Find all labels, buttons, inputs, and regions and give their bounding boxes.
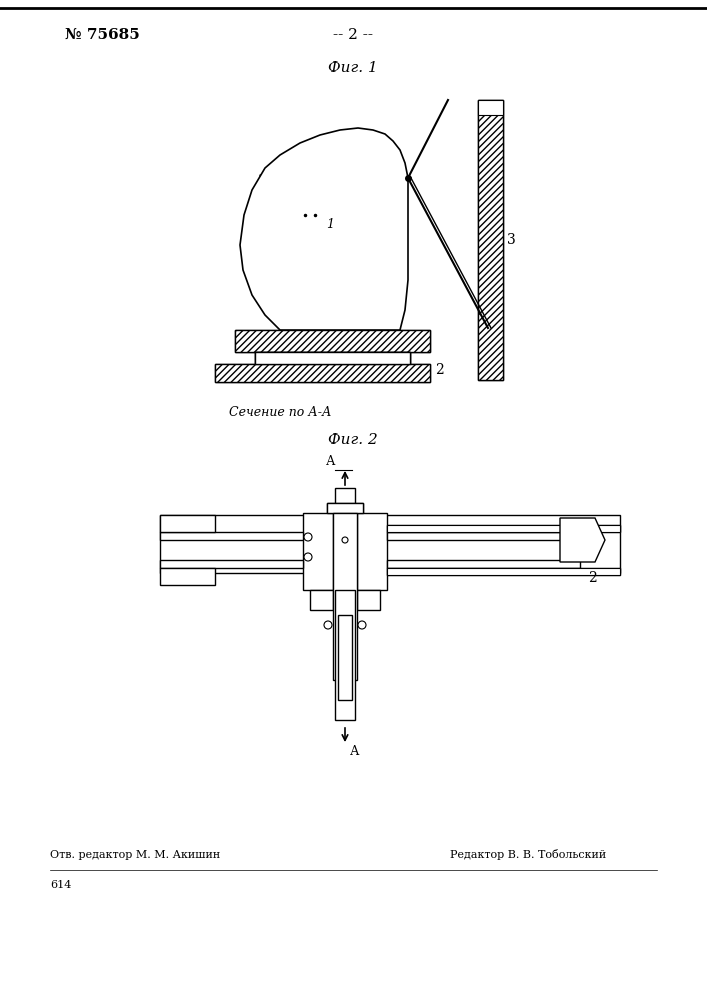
Bar — [333, 513, 357, 680]
Bar — [338, 615, 352, 700]
Polygon shape — [240, 128, 408, 330]
Text: 2: 2 — [588, 571, 597, 585]
Text: Редактор В. В. Тобольский: Редактор В. В. Тобольский — [450, 850, 606, 860]
Bar — [215, 364, 430, 382]
Polygon shape — [310, 590, 333, 610]
Text: 3: 3 — [507, 233, 515, 247]
Bar — [387, 525, 620, 532]
Polygon shape — [327, 503, 335, 513]
Polygon shape — [560, 518, 605, 562]
Text: Фиг. 1: Фиг. 1 — [328, 61, 378, 75]
Bar — [335, 590, 355, 720]
Text: 2: 2 — [588, 528, 597, 542]
Bar — [235, 330, 430, 352]
Polygon shape — [160, 568, 215, 585]
Text: 1: 1 — [326, 219, 334, 232]
Polygon shape — [160, 532, 303, 540]
Bar — [478, 100, 503, 115]
Text: А: А — [325, 455, 335, 468]
Circle shape — [304, 533, 312, 541]
Text: А: А — [350, 745, 359, 758]
Text: 614: 614 — [50, 880, 71, 890]
Polygon shape — [387, 525, 620, 532]
Polygon shape — [303, 513, 333, 590]
Polygon shape — [160, 560, 303, 568]
Text: Отв. редактор М. М. Акишин: Отв. редактор М. М. Акишин — [50, 850, 221, 860]
Bar — [160, 515, 620, 573]
Polygon shape — [357, 590, 380, 610]
Text: Сечение по А-А: Сечение по А-А — [229, 406, 332, 418]
Text: 2: 2 — [435, 363, 444, 377]
Text: -- 2 --: -- 2 -- — [333, 28, 373, 42]
Polygon shape — [387, 568, 620, 575]
Text: № 75685: № 75685 — [65, 28, 140, 42]
Polygon shape — [560, 518, 605, 562]
Bar — [327, 503, 363, 513]
Polygon shape — [357, 513, 387, 590]
Text: Фиг. 2: Фиг. 2 — [328, 433, 378, 447]
Bar — [255, 352, 410, 364]
Polygon shape — [160, 515, 215, 532]
Bar — [255, 352, 410, 364]
Bar — [215, 364, 430, 382]
Polygon shape — [387, 560, 580, 568]
Circle shape — [342, 537, 348, 543]
Circle shape — [304, 553, 312, 561]
Bar — [255, 352, 410, 364]
Bar — [387, 568, 620, 575]
Circle shape — [324, 621, 332, 629]
Polygon shape — [387, 532, 580, 540]
Bar — [235, 330, 430, 352]
Polygon shape — [355, 503, 363, 513]
Circle shape — [358, 621, 366, 629]
Bar — [478, 100, 503, 380]
Bar — [335, 488, 355, 503]
Text: 4: 4 — [341, 643, 349, 657]
Bar — [478, 100, 503, 380]
